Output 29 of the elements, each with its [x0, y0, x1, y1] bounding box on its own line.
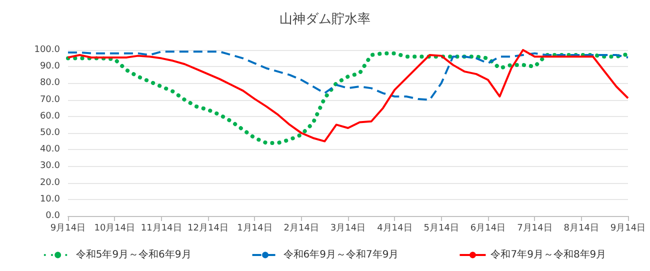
- y-tick-label: 70.0: [40, 94, 60, 105]
- x-tick-label: 1月14日: [237, 224, 272, 234]
- chart-title: 山神ダム貯水率: [280, 11, 370, 27]
- x-tick-label: 5月14日: [424, 224, 459, 234]
- y-tick-label: 80.0: [40, 78, 60, 88]
- x-tick-label: 2月14日: [284, 224, 319, 234]
- y-tick-label: 20.0: [40, 178, 60, 188]
- line-series: [67, 50, 629, 101]
- y-tick-label: 10.0: [40, 194, 60, 204]
- y-tick-label: 100.0: [34, 45, 60, 55]
- y-tick-label: 0.0: [46, 211, 60, 221]
- x-tick-label: 4月14日: [377, 224, 412, 234]
- legend-label: 令和6年9月～令和7年9月: [283, 248, 399, 260]
- legend-label: 令和7年9月～令和8年9月: [490, 248, 606, 260]
- x-tick-label: 7月14日: [517, 224, 552, 234]
- x-tick-label: 3月14日: [330, 224, 366, 234]
- y-tick-label: 90.0: [40, 62, 60, 72]
- x-tick-label: 10月14日: [94, 224, 136, 234]
- y-tick-label: 50.0: [40, 128, 60, 138]
- y-tick-label: 60.0: [40, 111, 60, 122]
- x-tick-label: 6月14日: [470, 224, 506, 234]
- x-tick-label: 9月14日: [50, 224, 86, 234]
- legend-label: 令和5年9月～令和6年9月: [76, 248, 192, 260]
- x-tick-label: 12月14日: [188, 224, 228, 234]
- x-tick-label: 8月14日: [564, 224, 599, 234]
- y-tick-label: 30.0: [40, 161, 60, 172]
- x-tick-label: 11月14日: [140, 224, 182, 234]
- x-tick-label: 9月14日: [610, 224, 646, 234]
- y-tick-label: 40.0: [40, 144, 60, 155]
